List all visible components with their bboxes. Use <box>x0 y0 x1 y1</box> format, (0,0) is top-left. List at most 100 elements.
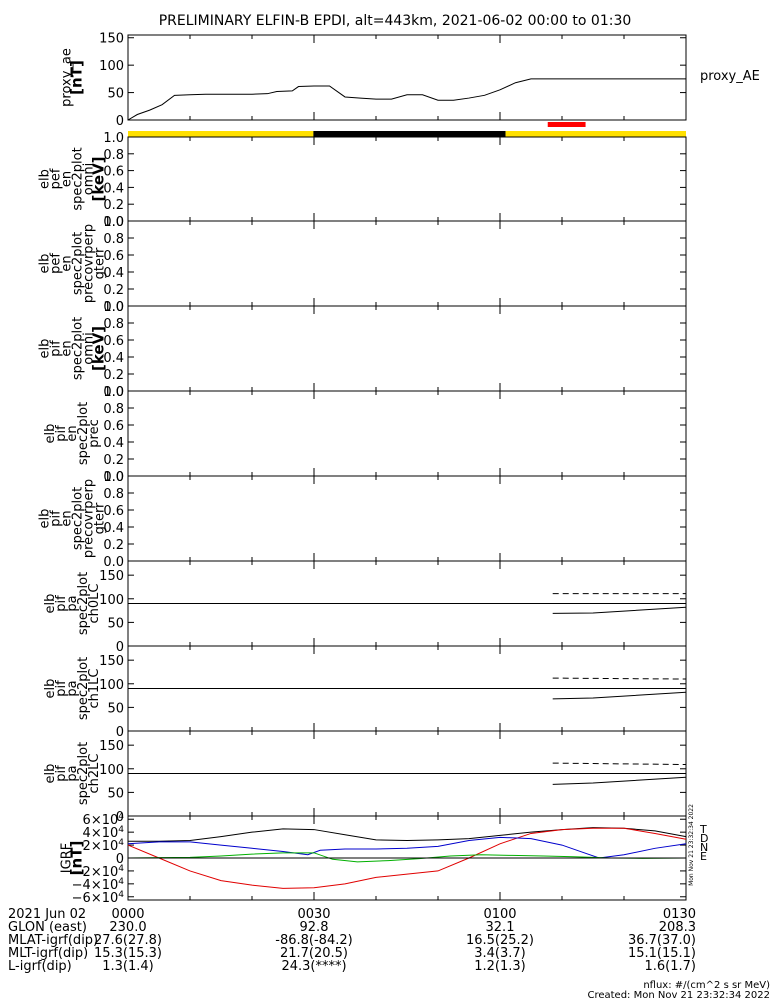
series-line-T <box>128 827 687 842</box>
y-tick-label: 0.0 <box>103 470 124 485</box>
igrf-legend-N: N <box>700 841 708 854</box>
y-tick-label: 0.0 <box>103 385 124 400</box>
panel-elb_pef_en_spec2plot_precovrperp_gterr: 0.00.20.40.60.81.0elbpefenspec2plotpreco… <box>38 215 687 315</box>
igrf-legend-T: T <box>699 823 707 836</box>
footer-row-label: MLAT-igrf(dip) <box>8 933 98 948</box>
y-label-line: pef <box>49 253 64 274</box>
y-label-line: pif <box>54 595 69 612</box>
panel-frame <box>127 136 687 222</box>
y-tick-label: 6×104 <box>83 812 125 828</box>
series-line-N <box>127 836 687 859</box>
sunlight-segment-sunlit <box>128 131 314 137</box>
y-label-line: pif <box>49 510 64 527</box>
y-tick-label: 100 <box>99 593 124 608</box>
y-label-line: prec <box>87 419 102 447</box>
footer-value: 15.1(15.1) <box>628 946 696 961</box>
series-line-D <box>127 827 687 889</box>
y-label-line: pif <box>54 765 69 782</box>
y-tick-label: 1.0 <box>103 300 124 315</box>
y-tick-label: 4×104 <box>83 825 125 841</box>
series-line-proxy-ae <box>127 78 686 121</box>
footer-value: 0100 <box>483 907 516 922</box>
y-tick-label: 0.8 <box>103 317 124 332</box>
y-label-line: pif <box>54 680 69 697</box>
y-axis-label: proxy_ae[nT] <box>60 48 86 107</box>
y-label-line: en <box>60 255 75 271</box>
y-label-line: pa <box>65 680 80 696</box>
plot-title: PRELIMINARY ELFIN-B EPDI, alt=443km, 202… <box>159 13 632 29</box>
y-axis-label: IGRF[nT] <box>60 841 86 876</box>
footer-value: 0000 <box>111 907 144 922</box>
y-label-line: elb <box>38 339 53 359</box>
panel-proxy_ae: 0 50 100 150 proxy_ae[nT] proxy_AE <box>60 32 760 129</box>
footer-value: 27.6(27.8) <box>94 933 162 948</box>
y-label-line: [keV] <box>90 156 108 201</box>
y-tick-label: 0.4 <box>103 436 124 451</box>
footer-value: 21.7(20.5) <box>280 946 348 961</box>
sunlight-segment-shadow <box>313 131 506 137</box>
footer-value: 0030 <box>297 907 330 922</box>
footer-value: 1.6(1.7) <box>645 959 697 974</box>
y-tick-label: 0 <box>116 114 124 129</box>
y-tick-label: 0 <box>116 640 124 655</box>
y-label-line: omni <box>82 163 97 195</box>
footer-value: 92.8 <box>300 920 329 935</box>
footer-value: 3.4(3.7) <box>474 946 526 961</box>
y-label-line: spec2plot <box>71 317 86 380</box>
y-tick-label: 1.0 <box>103 131 124 146</box>
y-label-line: precovrperp <box>82 224 97 303</box>
y-tick-label: 100 <box>99 678 124 693</box>
panel-frame <box>127 220 687 307</box>
y-label-line: IGRF <box>60 843 75 873</box>
y-label-line: spec2plot <box>71 147 86 210</box>
series-line-solid <box>552 776 687 785</box>
y-tick-label: 150 <box>99 739 124 754</box>
y-tick-label: −6×104 <box>72 890 125 906</box>
y-tick-exponent: 4 <box>118 890 124 900</box>
y-label-line: elb <box>38 169 53 189</box>
y-label-line: en <box>60 171 75 187</box>
y-tick-label: 0.8 <box>103 487 124 502</box>
y-tick-label: 0.6 <box>103 419 124 434</box>
y-label-line: pa <box>65 765 80 781</box>
sunlight-segment-sunlit <box>505 131 686 137</box>
panel-elb_pif_en_spec2plot_precovrperp_gterr: 0.00.20.40.60.81.0elbpifenspec2plotpreco… <box>38 470 687 570</box>
y-label-line: [nT] <box>68 60 86 95</box>
created-stamp: Created: Mon Nov 21 23:32:34 2022 <box>587 990 770 1000</box>
footer-value: 1.2(1.3) <box>474 959 526 974</box>
y-label-line: elb <box>38 509 53 529</box>
panel-frame <box>127 475 687 562</box>
y-label-line: elb <box>43 764 58 784</box>
y-label-line: elb <box>43 679 58 699</box>
y-label-line: gterr <box>93 502 108 534</box>
y-label-line: [nT] <box>68 841 86 876</box>
footer-value: 36.7(37.0) <box>628 933 696 948</box>
y-label-line: en <box>60 340 75 356</box>
panel-igrf: 6×1044×1042×1040−2×104−4×104−6×104IGRF[n… <box>60 812 687 906</box>
legend-proxy-ae: proxy_AE <box>700 69 760 84</box>
y-label-line: elb <box>43 594 58 614</box>
y-tick-label: 1.0 <box>103 470 124 485</box>
y-tick-label: 0.4 <box>103 351 124 366</box>
y-tick-label: 0.6 <box>103 334 124 349</box>
y-label-line: omni <box>82 332 97 364</box>
units-note: nflux: #/(cm^2 s sr MeV) <box>643 980 770 991</box>
footer-value: 24.3(****) <box>281 959 346 974</box>
y-label-line: precovrperp <box>82 479 97 558</box>
footer-value: 0130 <box>663 907 696 922</box>
igrf-legend-E: E <box>700 850 707 863</box>
footer-value: 15.3(15.3) <box>94 946 162 961</box>
footer-value: 1.3(1.4) <box>102 959 154 974</box>
y-tick-label: 0.0 <box>103 215 124 230</box>
y-tick-exponent: 4 <box>118 838 124 848</box>
y-label-line: [keV] <box>90 326 108 371</box>
y-tick-label: 150 <box>99 569 124 584</box>
